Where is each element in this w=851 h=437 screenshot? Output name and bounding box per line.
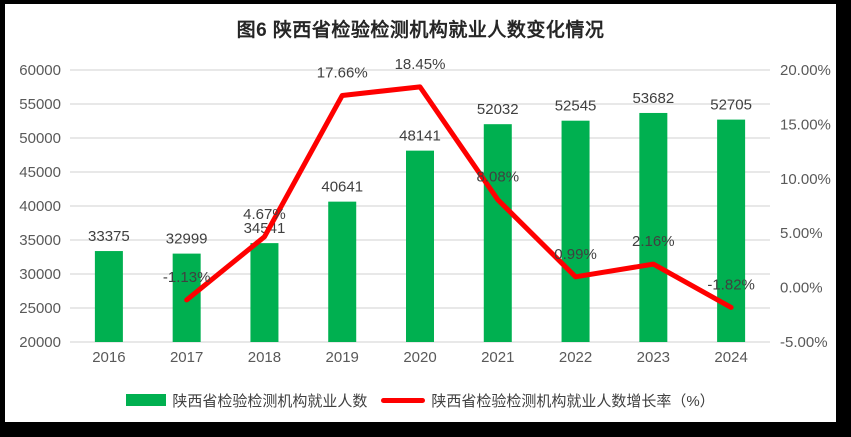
bar-value-label-2016: 33375 <box>88 228 130 245</box>
y-left-tick-label: 20000 <box>19 334 61 351</box>
y-right-tick-label: 5.00% <box>780 225 823 242</box>
bar-2018 <box>250 243 279 342</box>
y-right-tick-label: 15.00% <box>780 116 831 133</box>
y-left-tick-label: 45000 <box>19 164 61 181</box>
chart-canvas: 60000 55000 50000 45000 40000 35000 30000 25000… <box>19 56 831 366</box>
bar-value-label-2020: 48141 <box>399 128 441 145</box>
bar-value-label-2022: 52545 <box>555 98 597 115</box>
y-left-tick-label: 30000 <box>19 266 61 283</box>
chart-paper: 60000 55000 50000 45000 40000 35000 30000 25000… <box>5 4 836 422</box>
bar-2016 <box>94 251 123 342</box>
x-tick-label-2018: 2018 <box>248 349 281 366</box>
x-tick-label-2020: 2020 <box>403 349 436 366</box>
chart-legend: 陕西省检验检测机构就业人数 陕西省检验检测机构就业人数增长率（%） <box>5 390 836 410</box>
growth-value-label-2020: 18.45% <box>395 56 446 73</box>
bar-value-label-2018: 34541 <box>244 220 286 237</box>
bar-value-label-2023: 53682 <box>632 90 674 107</box>
legend-item-growth-rate: 陕西省检验检测机构就业人数增长率（%） <box>381 390 715 411</box>
bar-value-label-2024: 52705 <box>710 97 752 114</box>
bar-2023 <box>639 112 668 342</box>
bar-value-label-2017: 32999 <box>166 231 208 248</box>
growth-value-label-2018: 4.67% <box>243 206 286 223</box>
y-left-tick-label: 55000 <box>19 96 61 113</box>
x-tick-label-2023: 2023 <box>637 349 670 366</box>
x-tick-label-2022: 2022 <box>559 349 592 366</box>
y-left-tick-label: 40000 <box>19 198 61 215</box>
y-left-tick-label: 35000 <box>19 232 61 249</box>
bar-series-swatch-icon <box>126 394 167 406</box>
y-right-tick-label: 10.00% <box>780 171 831 188</box>
growth-value-label-2024: -1.82% <box>707 276 755 293</box>
y-left-tick-label: 60000 <box>19 62 61 79</box>
y-left-tick-label: 50000 <box>19 130 61 147</box>
y-right-tick-label: 0.00% <box>780 280 823 297</box>
chart-title: 图6 陕西省检验检测机构就业人数变化情况 <box>236 20 605 41</box>
growth-value-label-2021: 8.08% <box>477 169 520 186</box>
legend-label-employment: 陕西省检验检测机构就业人数 <box>172 392 368 410</box>
bar-2020 <box>406 150 434 342</box>
growth-value-label-2019: 17.66% <box>317 64 368 81</box>
growth-value-label-2017: -1.13% <box>163 269 211 286</box>
bar-value-label-2021: 52032 <box>477 101 519 118</box>
growth-value-label-2022: 0.99% <box>554 246 597 263</box>
x-tick-label-2016: 2016 <box>92 349 125 366</box>
y-right-tick-label: 20.00% <box>780 62 831 79</box>
bar-2021 <box>483 124 512 342</box>
y-right-tick-label: -5.00% <box>780 334 828 351</box>
legend-item-employment: 陕西省检验检测机构就业人数 <box>126 390 367 411</box>
growth-value-label-2023: 2.16% <box>632 233 675 250</box>
x-tick-label-2019: 2019 <box>326 349 359 366</box>
x-tick-label-2017: 2017 <box>170 349 203 366</box>
x-tick-label-2021: 2021 <box>481 349 514 366</box>
bar-2019 <box>328 201 357 342</box>
bar-value-label-2019: 40641 <box>321 179 363 196</box>
bar-2022 <box>561 120 590 342</box>
line-series-swatch-icon <box>381 397 426 403</box>
growth-rate-line <box>184 84 734 310</box>
y-left-tick-label: 25000 <box>19 300 61 317</box>
x-tick-label-2024: 2024 <box>714 349 747 366</box>
legend-label-growth-rate: 陕西省检验检测机构就业人数增长率（%） <box>431 392 715 410</box>
